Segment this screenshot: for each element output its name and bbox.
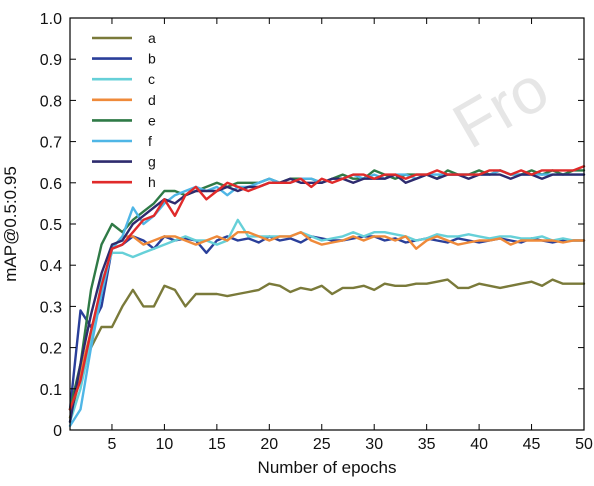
y-tick-label: 0.4 [40,258,62,275]
series-lines [68,165,586,428]
legend-label-d: d [148,92,156,108]
x-tick-label: 45 [523,436,541,453]
x-tick-label: 30 [365,436,383,453]
x-tick-label: 35 [418,436,436,453]
x-tick-label: 5 [108,436,117,453]
x-tick-label: 10 [156,436,174,453]
y-tick-label: 0.2 [40,341,62,358]
y-tick-label: 1.0 [40,11,62,28]
y-tick-label: 0.5 [40,217,62,234]
y-tick-label: 0.9 [40,52,62,69]
x-axis-title: Number of epochs [258,458,397,477]
legend-label-b: b [148,51,156,67]
x-tick-label: 50 [575,436,593,453]
axis-ticks: 0 0.1 0.2 0.3 0.4 0.5 0.6 0.7 0.8 0.9 1.0 5 10 15 20 25… [40,11,593,453]
y-tick-label: 0.6 [40,176,62,193]
series-line-c [68,218,586,423]
y-tick-label: 0.3 [40,299,62,316]
series-line-b [68,235,586,411]
legend-label-e: e [148,112,156,128]
y-tick-label: 0.8 [40,93,62,110]
x-tick-label: 20 [260,436,278,453]
y-tick-label: 0 [53,423,62,440]
legend-label-a: a [148,30,156,46]
y-axis-title: mAP@0.5:0.95 [1,166,20,282]
legend-label-f: f [148,133,152,149]
legend-label-c: c [148,71,155,87]
series-line-h [68,165,586,411]
legend-label-h: h [148,174,156,190]
y-tick-label: 0.7 [40,135,62,152]
x-tick-label: 40 [470,436,488,453]
legend-label-g: g [148,154,156,170]
watermark-text: Fro [441,52,560,162]
series-line-g [68,173,586,423]
series-line-d [68,230,586,411]
series-line-a [68,278,586,419]
y-tick-label: 0.1 [40,382,62,399]
x-tick-label: 25 [313,436,331,453]
x-tick-label: 15 [208,436,226,453]
